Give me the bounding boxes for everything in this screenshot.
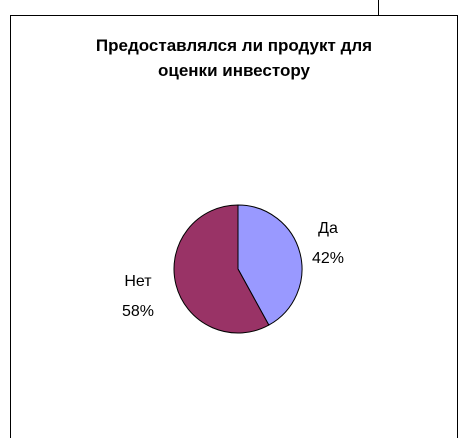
- chart-title: Предоставлялся ли продукт для оценки инв…: [11, 33, 457, 83]
- slice-percent-label: 58%: [122, 303, 154, 320]
- slice-percent-label: 42%: [312, 250, 344, 267]
- chart-title-line-1: Предоставлялся ли продукт для: [95, 36, 373, 55]
- pie-slice-da[interactable]: [237, 204, 303, 326]
- slice-label: Да: [318, 220, 338, 237]
- chart-area[interactable]: Предоставлялся ли продукт для оценки инв…: [10, 15, 458, 438]
- slice-label: Нет: [124, 273, 152, 290]
- pie-slice-net[interactable]: [173, 204, 270, 334]
- pie-chart: Да 42% Нет 58%: [122, 204, 344, 334]
- chart-title-line-2: оценки инвестору: [158, 61, 310, 80]
- cell-border-stub: [378, 0, 379, 15]
